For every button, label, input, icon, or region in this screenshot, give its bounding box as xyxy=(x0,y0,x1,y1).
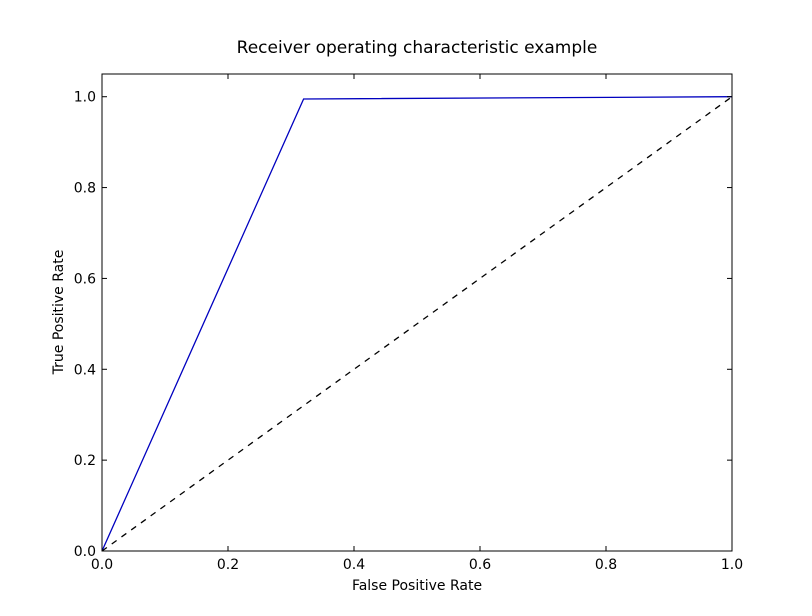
x-tick-label: 0.0 xyxy=(91,557,113,573)
x-tick-label: 0.6 xyxy=(469,557,491,573)
roc-curve-line xyxy=(101,96,733,552)
ticks-layer: 0.0 0.2 0.4 0.6 0.8 1.0 0.0 0.2 0.4 0.6 0.8 1.0 xyxy=(74,74,743,573)
y-tick-label: 0.8 xyxy=(74,181,96,197)
plot-frame xyxy=(101,73,733,552)
y-tick-label: 0.4 xyxy=(74,362,96,378)
x-axis-label: False Positive Rate xyxy=(352,578,482,594)
chart-title: Receiver operating characteristic exampl… xyxy=(237,38,598,58)
y-tick-label: 1.0 xyxy=(74,90,96,106)
x-tick-label: 0.8 xyxy=(595,557,617,573)
y-tick-label: 0.6 xyxy=(74,271,96,287)
x-tick-label: 0.2 xyxy=(217,557,239,573)
y-tick-label: 0.0 xyxy=(74,544,96,560)
chance-diagonal-line xyxy=(101,96,733,552)
series-layer xyxy=(101,96,733,552)
x-tick-label: 1.0 xyxy=(721,557,743,573)
y-tick-label: 0.2 xyxy=(74,453,96,469)
x-tick-label: 0.4 xyxy=(343,557,365,573)
y-axis-label: True Positive Rate xyxy=(51,250,67,376)
